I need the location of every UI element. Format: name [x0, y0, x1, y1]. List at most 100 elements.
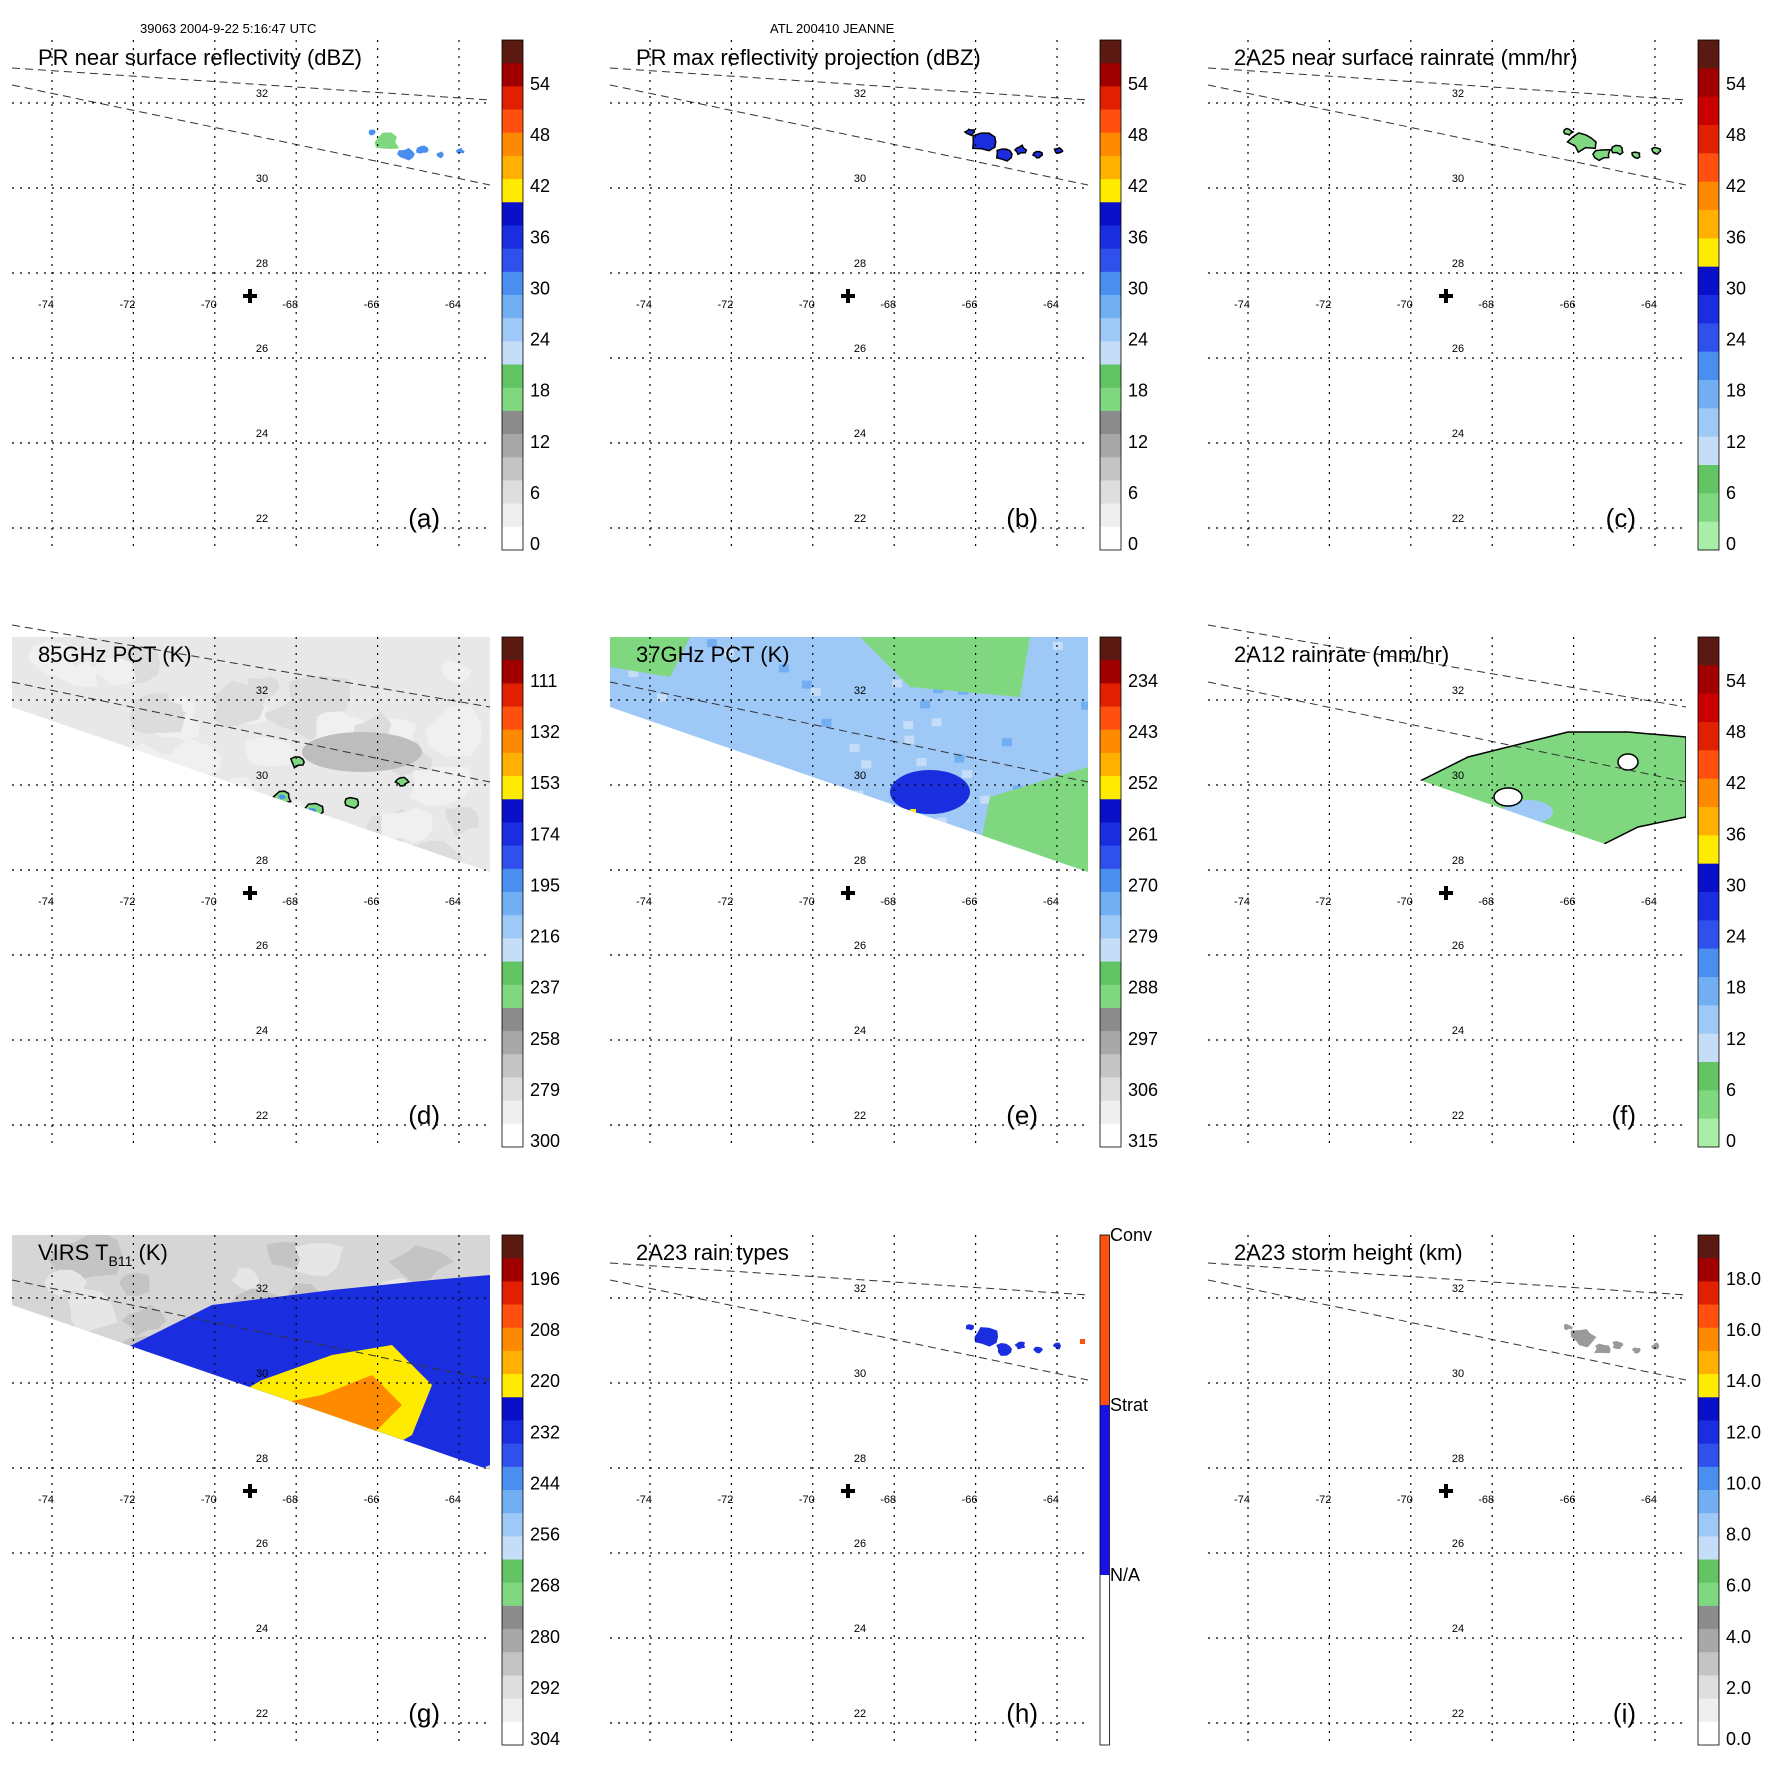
panel-h: -74 -72 -70 -68 -66 -64 32 30 28 26 24 22 2A23 rain … [609, 1225, 1152, 1746]
colorbar-segment [1698, 778, 1719, 808]
pixel [849, 744, 860, 753]
echo-cell [374, 132, 400, 150]
colorbar-segment [1698, 693, 1719, 723]
colorbar-tick-label: 48 [1128, 125, 1148, 145]
colorbar-segment [1698, 1698, 1719, 1723]
colorbar-segment [1100, 503, 1121, 528]
texture-cell [409, 766, 474, 807]
panel-label: (h) [1006, 1698, 1038, 1728]
convective-cell [327, 829, 345, 843]
x-tick-label: -74 [636, 896, 652, 908]
colorbar-segment [502, 1698, 523, 1723]
pixel [627, 837, 638, 846]
colorbar-tick-label: 30 [1726, 278, 1746, 298]
x-tick-label: -72 [1315, 299, 1331, 311]
panel-title-suffix: (K) [132, 1240, 167, 1265]
colorbar-segment [1698, 68, 1719, 98]
colorbar-segment [1100, 1405, 1110, 1575]
x-tick-label: -70 [201, 896, 217, 908]
echo-cell [1033, 1346, 1043, 1354]
colorbar-tick-label: 0 [530, 534, 540, 554]
colorbar-tick-label: 111 [530, 671, 557, 691]
colorbar-segment [502, 109, 523, 134]
x-tick-label: -64 [445, 1494, 461, 1506]
colorbar-tick-label: 16.0 [1726, 1320, 1761, 1340]
colorbar-segment [502, 295, 523, 319]
colorbar-tick-label: 216 [530, 927, 560, 947]
colorbar-segment [1100, 341, 1121, 366]
colorbar-frame [501, 1234, 524, 1746]
y-tick-label: 24 [256, 1623, 268, 1635]
texture-cell [247, 676, 280, 701]
convective-cell [196, 810, 226, 834]
colorbar-segment [1100, 271, 1121, 296]
colorbar-segment [1100, 1007, 1121, 1032]
storm-center-marker [1439, 289, 1453, 303]
colorbar-tick-label: 18 [530, 381, 550, 401]
swath-edge [609, 67, 1089, 101]
colorbar-segment [1100, 1100, 1121, 1125]
echo-cell [1592, 148, 1612, 162]
y-tick-label: 28 [854, 855, 866, 867]
colorbar-segment [1698, 920, 1719, 950]
panel-label: (a) [408, 503, 440, 533]
colorbar-tick-label: 54 [1726, 74, 1746, 94]
colorbar-segment [1698, 323, 1719, 353]
colorbar-segment [1698, 1062, 1719, 1091]
x-tick-label: -68 [282, 896, 298, 908]
panel-label: (b) [1006, 503, 1038, 533]
texture-cell [127, 1471, 201, 1520]
colorbar-tick-label: 6 [1726, 1080, 1736, 1100]
echo-cell [1013, 144, 1028, 156]
colorbar-segment [502, 1397, 523, 1421]
pixel [628, 743, 639, 752]
pixel [772, 842, 783, 851]
x-tick-label: -68 [880, 299, 896, 311]
colorbar-tick-label: 0 [1726, 534, 1736, 554]
x-tick-label: -70 [1397, 299, 1413, 311]
pixel [801, 680, 812, 689]
echo-cell [455, 147, 465, 154]
colorbar-segment [1100, 915, 1121, 939]
y-tick-label: 32 [256, 685, 268, 697]
colorbar-segment [1698, 1374, 1719, 1398]
colorbar-tick-label: 42 [1726, 773, 1746, 793]
colorbar-tick-label: 279 [1128, 927, 1158, 947]
colorbar-segment [502, 387, 523, 412]
colorbar-segment [1100, 202, 1121, 226]
colorbar-segment [502, 1559, 523, 1584]
colorbar-tick-label: 42 [530, 176, 550, 196]
pixel [670, 776, 681, 785]
convective-cell [239, 797, 264, 818]
colorbar-tick-label: 315 [1128, 1131, 1158, 1151]
colorbar-segment [1698, 1536, 1719, 1561]
y-tick-label: 32 [854, 685, 866, 697]
texture-cell [331, 1477, 356, 1495]
texture-cell [227, 1446, 277, 1470]
y-tick-label: 28 [256, 1453, 268, 1465]
colorbar-segment [502, 271, 523, 296]
colorbar-segment [502, 364, 523, 389]
y-tick-label: 22 [1452, 1708, 1464, 1720]
pixel [1081, 701, 1088, 710]
texture-cell [388, 1245, 455, 1284]
colorbar-segment [1698, 665, 1719, 695]
colorbar-segment [502, 1513, 523, 1537]
y-tick-label: 30 [1452, 770, 1464, 782]
pixel [892, 679, 903, 688]
colorbar-segment [502, 1420, 523, 1445]
colorbar-tick-label: 30 [530, 278, 550, 298]
x-tick-label: -72 [119, 299, 135, 311]
texture-cell [52, 1409, 107, 1451]
colorbar-segment [1100, 434, 1121, 458]
colorbar-frame [1697, 1234, 1720, 1746]
echo-cell [963, 128, 976, 137]
colorbar-segment [1698, 181, 1719, 211]
colorbar-segment [1100, 86, 1121, 111]
y-tick-label: 22 [854, 1708, 866, 1720]
pixel [954, 754, 965, 763]
echo-cell [1052, 1342, 1062, 1350]
colorbar-segment [502, 1490, 523, 1514]
x-tick-label: -70 [799, 299, 815, 311]
colorbar-segment [1100, 961, 1121, 986]
